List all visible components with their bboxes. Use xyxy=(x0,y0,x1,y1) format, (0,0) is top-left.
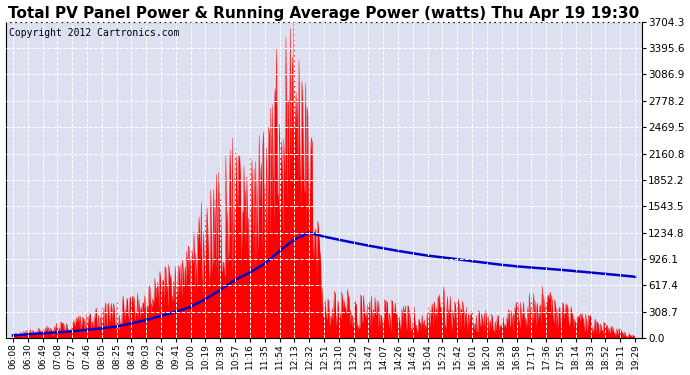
Text: Copyright 2012 Cartronics.com: Copyright 2012 Cartronics.com xyxy=(9,28,179,38)
Title: Total PV Panel Power & Running Average Power (watts) Thu Apr 19 19:30: Total PV Panel Power & Running Average P… xyxy=(8,6,640,21)
